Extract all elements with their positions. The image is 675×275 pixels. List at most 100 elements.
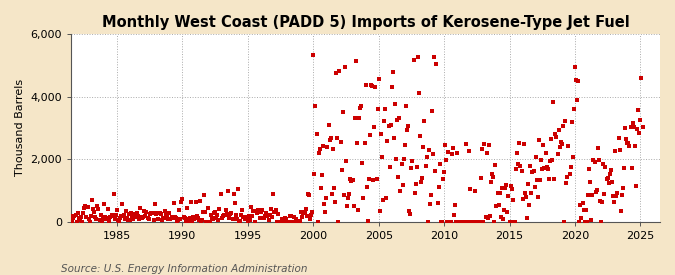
Point xyxy=(286,214,297,218)
Point xyxy=(400,104,411,109)
Point xyxy=(443,149,454,154)
Point xyxy=(616,209,626,214)
Point xyxy=(235,219,246,223)
Point xyxy=(379,119,389,123)
Point xyxy=(278,219,289,224)
Point xyxy=(230,213,241,217)
Point xyxy=(460,219,470,224)
Point xyxy=(612,191,623,195)
Point xyxy=(348,204,359,208)
Point xyxy=(588,158,599,162)
Point xyxy=(618,166,629,170)
Point xyxy=(125,218,136,222)
Point xyxy=(614,147,625,152)
Point xyxy=(573,79,584,83)
Point xyxy=(101,217,111,222)
Point xyxy=(250,219,261,224)
Point xyxy=(212,212,223,217)
Point xyxy=(84,219,95,224)
Point xyxy=(129,212,140,216)
Point xyxy=(634,131,645,135)
Point xyxy=(485,180,496,184)
Point xyxy=(105,214,116,219)
Point xyxy=(423,148,434,152)
Point xyxy=(190,200,201,204)
Point xyxy=(210,210,221,214)
Point xyxy=(505,184,516,189)
Point xyxy=(582,219,593,224)
Point xyxy=(297,215,308,219)
Point xyxy=(408,58,419,62)
Point xyxy=(242,214,252,219)
Point xyxy=(140,214,151,218)
Point xyxy=(178,215,189,219)
Point xyxy=(97,219,107,224)
Point xyxy=(568,155,578,160)
Point xyxy=(462,219,473,224)
Point xyxy=(320,210,331,215)
Point xyxy=(344,192,354,197)
Point xyxy=(233,187,244,191)
Point xyxy=(579,219,590,224)
Point xyxy=(162,215,173,219)
Point xyxy=(343,196,354,200)
Point xyxy=(559,219,570,224)
Point xyxy=(469,188,480,193)
Point xyxy=(347,178,358,182)
Point xyxy=(332,136,343,140)
Point xyxy=(599,192,610,196)
Point xyxy=(578,207,589,212)
Point xyxy=(216,216,227,221)
Point xyxy=(200,210,211,215)
Point xyxy=(522,216,533,220)
Point xyxy=(489,219,500,224)
Point xyxy=(327,192,338,196)
Point xyxy=(400,142,410,147)
Point xyxy=(462,219,472,224)
Point xyxy=(144,211,155,216)
Point xyxy=(502,210,513,214)
Point xyxy=(412,164,423,169)
Point xyxy=(524,203,535,207)
Point xyxy=(134,206,145,211)
Point xyxy=(526,191,537,195)
Point xyxy=(393,175,404,180)
Point xyxy=(533,195,543,199)
Point xyxy=(467,219,478,224)
Point xyxy=(429,55,439,60)
Point xyxy=(481,151,492,155)
Point xyxy=(265,206,276,211)
Point xyxy=(391,156,402,161)
Point xyxy=(483,143,494,148)
Point xyxy=(127,215,138,220)
Point xyxy=(205,213,216,217)
Point xyxy=(371,177,382,182)
Point xyxy=(270,210,281,214)
Point xyxy=(635,118,646,122)
Point xyxy=(139,208,150,213)
Point xyxy=(603,181,614,185)
Point xyxy=(184,219,194,224)
Point xyxy=(499,208,510,212)
Point xyxy=(173,218,184,222)
Point xyxy=(78,211,88,216)
Point xyxy=(267,215,277,220)
Point xyxy=(464,149,475,153)
Point xyxy=(324,138,335,142)
Point xyxy=(528,168,539,173)
Point xyxy=(165,216,176,221)
Point xyxy=(375,132,386,137)
Point xyxy=(520,195,531,200)
Point xyxy=(253,209,264,213)
Point xyxy=(493,203,504,207)
Point xyxy=(556,139,566,144)
Point xyxy=(560,119,570,123)
Point xyxy=(375,208,385,213)
Point xyxy=(618,186,628,191)
Point xyxy=(495,215,506,219)
Point xyxy=(352,208,363,212)
Point xyxy=(72,211,83,215)
Point xyxy=(346,179,357,183)
Point xyxy=(284,219,295,224)
Point xyxy=(189,217,200,221)
